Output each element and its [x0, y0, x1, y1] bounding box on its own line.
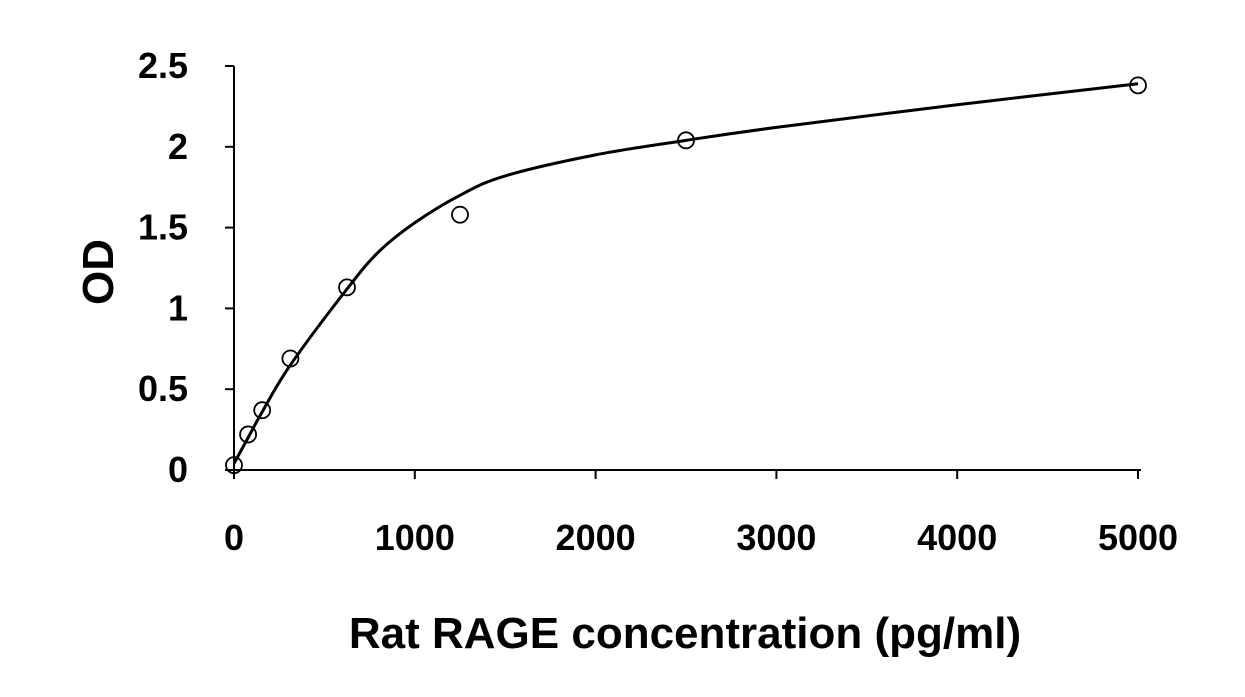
- x-tick-label: 5000: [1098, 517, 1178, 558]
- y-tick-label: 1.5: [138, 207, 188, 248]
- x-axis-title: Rat RAGE concentration (pg/ml): [349, 609, 1021, 658]
- y-tick-label: 2.5: [138, 45, 188, 86]
- x-tick-label: 4000: [917, 517, 997, 558]
- data-points: [225, 76, 1147, 475]
- data-point-marker: [225, 456, 243, 475]
- data-point-marker: [281, 349, 300, 368]
- data-point-marker: [253, 401, 272, 420]
- y-axis-title: OD: [74, 239, 123, 305]
- x-tick-label: 1000: [375, 517, 455, 558]
- fitted-curve: [232, 82, 1139, 465]
- data-point-marker: [338, 278, 356, 297]
- data-point-marker: [1129, 76, 1147, 95]
- y-tick-label: 0.5: [138, 368, 188, 409]
- y-tick-label: 0: [168, 449, 188, 490]
- x-tick-label: 2000: [556, 517, 636, 558]
- x-axis-ticks: 0 1000 2000 3000 4000 5000: [224, 470, 1178, 558]
- y-axis-ticks: 0 0.5 1 1.5 2 2.5: [138, 45, 234, 490]
- data-point-marker: [451, 205, 469, 224]
- y-tick-label: 1: [168, 287, 188, 328]
- y-tick-label: 2: [168, 126, 188, 167]
- data-point-marker: [239, 425, 258, 444]
- data-point-marker: [677, 131, 695, 150]
- x-tick-label: 0: [224, 517, 244, 558]
- x-tick-label: 3000: [736, 517, 816, 558]
